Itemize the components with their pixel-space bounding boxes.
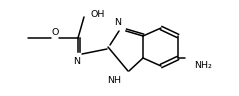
- Text: N: N: [74, 57, 81, 66]
- Text: NH₂: NH₂: [194, 61, 212, 70]
- Text: N: N: [114, 18, 121, 27]
- Text: NH: NH: [107, 76, 121, 85]
- Text: O: O: [51, 28, 59, 37]
- Text: OH: OH: [91, 10, 105, 19]
